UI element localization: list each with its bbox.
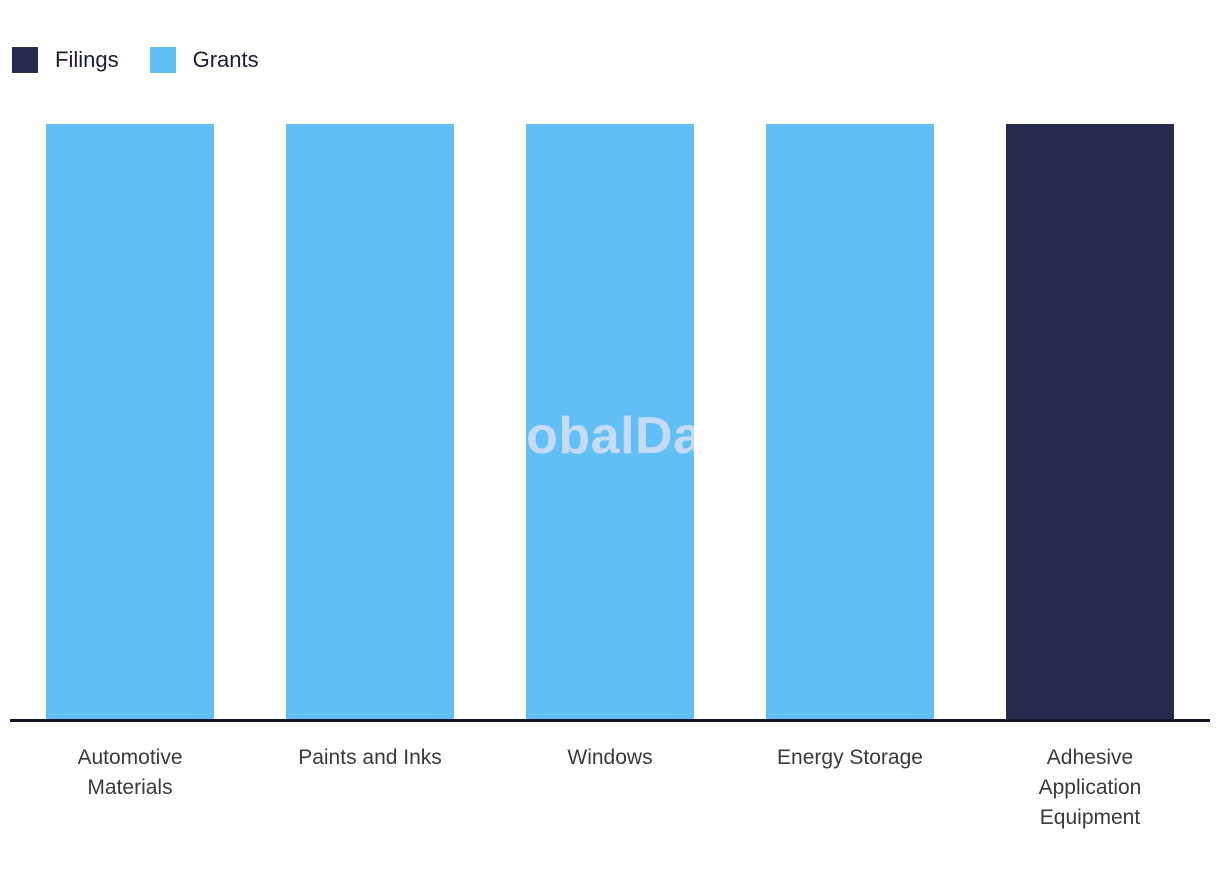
bar-slot xyxy=(10,124,250,720)
bar-grants xyxy=(526,124,694,720)
legend-label-filings: Filings xyxy=(55,47,119,72)
category-slot: Paints and Inks xyxy=(250,743,490,833)
x-axis-line xyxy=(10,719,1210,722)
category-slot: Automotive Materials xyxy=(10,743,250,833)
category-labels-row: Automotive Materials Paints and Inks Windo… xyxy=(10,743,1210,833)
category-label: Paints and Inks xyxy=(298,746,442,769)
bar-grants xyxy=(766,124,934,720)
grants-swatch-icon xyxy=(149,47,176,73)
category-label: Windows xyxy=(567,746,653,769)
category-slot: Windows xyxy=(490,743,730,833)
category-slot: Adhesive Application Equipment xyxy=(970,743,1210,833)
filings-swatch-icon xyxy=(12,47,38,73)
category-label: Energy Storage xyxy=(777,746,923,769)
bar-slot xyxy=(970,124,1210,720)
category-label: Automotive Materials xyxy=(77,746,183,799)
category-slot: Energy Storage xyxy=(730,743,970,833)
legend-item-grants: Grants xyxy=(149,47,259,73)
bar-grants xyxy=(46,124,214,720)
bar-filings xyxy=(1006,124,1174,720)
bar-slot xyxy=(490,124,730,720)
category-label: Adhesive Application Equipment xyxy=(1038,746,1142,829)
bars-container xyxy=(10,124,1210,720)
bar-slot xyxy=(250,124,490,720)
bar-grants xyxy=(286,124,454,720)
legend-label-grants: Grants xyxy=(192,47,259,72)
plot-area xyxy=(10,124,1210,720)
legend: Filings Grants xyxy=(12,47,259,73)
legend-item-filings: Filings xyxy=(12,47,119,73)
bar-slot xyxy=(730,124,970,720)
